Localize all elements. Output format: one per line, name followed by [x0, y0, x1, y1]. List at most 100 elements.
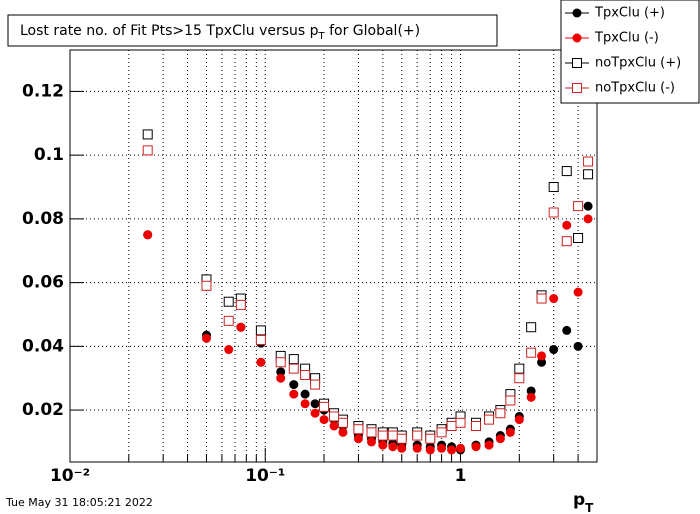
point	[223, 296, 234, 307]
point	[537, 357, 547, 367]
point	[526, 386, 536, 396]
x-tick-label: 10⁻¹	[245, 466, 285, 486]
x-tick-label: 10⁻²	[50, 466, 90, 486]
point	[561, 236, 572, 247]
point	[548, 182, 559, 193]
legend-marker	[572, 8, 582, 18]
point	[412, 443, 422, 453]
point	[288, 363, 299, 374]
point	[548, 207, 559, 218]
point	[388, 442, 398, 452]
point	[223, 315, 234, 326]
legend-label: TpxClu (+)	[594, 6, 665, 21]
point	[425, 433, 436, 444]
point	[562, 325, 572, 335]
point	[514, 415, 524, 425]
point	[377, 430, 388, 441]
timestamp: Tue May 31 18:05:21 2022	[5, 496, 153, 509]
point	[549, 345, 559, 355]
point	[353, 434, 363, 444]
point	[366, 437, 376, 447]
point	[387, 430, 398, 441]
chart-title: Lost rate no. of Fit Pts>15 TpxClu versu…	[20, 23, 420, 42]
point	[470, 420, 481, 431]
y-tick-label: 0.1	[34, 145, 64, 165]
point	[583, 214, 593, 224]
point	[396, 433, 407, 444]
point	[495, 408, 506, 419]
point	[446, 420, 457, 431]
point	[412, 430, 423, 441]
point	[353, 424, 364, 435]
point	[142, 145, 153, 156]
point	[276, 367, 286, 377]
point	[514, 363, 525, 374]
legend: TpxClu (+) TpxClu (-) noTpxClu (+) noTpxClu…	[560, 0, 700, 104]
point	[456, 443, 466, 453]
point	[236, 322, 246, 332]
y-tick-label: 0.06	[22, 273, 64, 293]
point	[447, 445, 457, 455]
point	[319, 415, 329, 425]
point	[366, 427, 377, 438]
point	[289, 389, 299, 399]
point	[310, 379, 321, 390]
legend-marker	[572, 83, 582, 93]
point	[537, 351, 547, 361]
point	[526, 322, 537, 333]
point	[484, 440, 494, 450]
point	[561, 166, 572, 177]
point	[514, 373, 525, 384]
point	[549, 294, 559, 304]
legend-marker	[572, 33, 582, 43]
point	[573, 232, 584, 243]
point	[276, 373, 286, 383]
point	[436, 427, 447, 438]
point	[536, 293, 547, 304]
point	[337, 417, 348, 428]
point	[562, 220, 572, 230]
x-tick-label: 1	[455, 466, 467, 486]
point	[583, 156, 594, 167]
point	[319, 401, 330, 412]
point	[505, 427, 515, 437]
point	[310, 399, 320, 409]
point	[455, 417, 466, 428]
point	[425, 445, 435, 455]
point	[484, 414, 495, 425]
y-tick-label: 0.04	[22, 336, 64, 356]
point	[201, 333, 211, 343]
point	[275, 357, 286, 368]
y-tick-label: 0.02	[22, 400, 64, 420]
point	[256, 357, 266, 367]
point	[583, 201, 593, 211]
point	[300, 389, 310, 399]
point	[397, 443, 407, 453]
point	[526, 392, 536, 402]
legend-label: noTpxClu (+)	[595, 56, 681, 71]
x-axis-label: pT	[573, 490, 594, 514]
title-box	[7, 14, 498, 47]
point	[300, 399, 310, 409]
point	[235, 299, 246, 310]
point	[573, 287, 583, 297]
point	[437, 443, 447, 453]
y-tick-label: 0.12	[22, 81, 64, 101]
legend-marker	[572, 58, 582, 68]
legend-box	[560, 0, 700, 104]
point	[310, 408, 320, 418]
point	[142, 129, 153, 140]
point	[224, 345, 234, 355]
point	[329, 411, 340, 422]
legend-label: TpxClu (-)	[594, 31, 659, 46]
plot-frame	[69, 49, 598, 463]
legend-label: noTpxClu (-)	[595, 81, 675, 96]
point	[255, 325, 266, 336]
point	[329, 421, 339, 431]
point	[300, 370, 311, 381]
point	[526, 347, 537, 358]
point	[378, 440, 388, 450]
point	[505, 395, 516, 406]
point	[288, 354, 299, 365]
